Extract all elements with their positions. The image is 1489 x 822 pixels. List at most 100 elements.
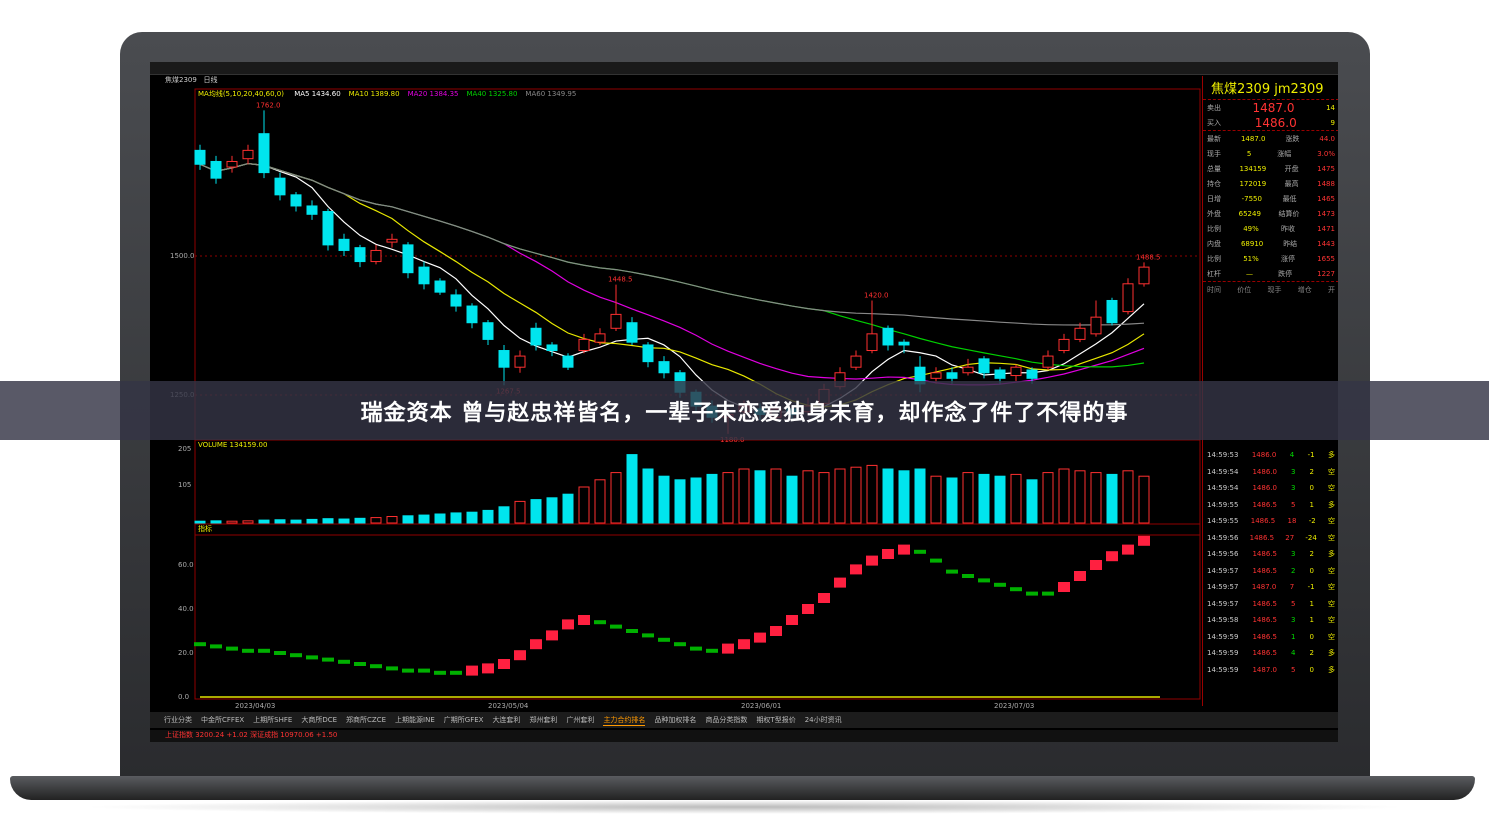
tick-cell: 2 bbox=[1309, 649, 1314, 658]
ma-legend-item: MA40 1325.80 bbox=[466, 90, 518, 98]
tick-cell: 5 bbox=[1290, 599, 1296, 608]
tick-cell: 14:59:56 bbox=[1207, 533, 1239, 542]
quote-row: 总量 134159 开盘 1475 bbox=[1203, 161, 1338, 176]
candle-body bbox=[242, 149, 254, 160]
candle bbox=[578, 333, 590, 354]
candle bbox=[354, 244, 366, 268]
tab-4[interactable]: 大商所DCE bbox=[301, 716, 338, 724]
quote-cell: 3.0% bbox=[1317, 149, 1335, 158]
tab-11[interactable]: 主力合约排名 bbox=[603, 715, 646, 726]
period-select[interactable]: 日线 bbox=[203, 76, 218, 84]
tick-row: 14:59:56 1486.5 27 -24 空 bbox=[1203, 530, 1338, 547]
indicator-mark bbox=[498, 659, 510, 669]
tick-cell: 1486.5 bbox=[1252, 550, 1277, 559]
candle-body bbox=[1138, 266, 1150, 285]
tab-13[interactable]: 商品分类指数 bbox=[705, 716, 748, 724]
tick-cell: 多 bbox=[1327, 550, 1335, 559]
tab-12[interactable]: 品种加权排名 bbox=[654, 716, 697, 724]
indicator-mark bbox=[770, 626, 782, 636]
tab-6[interactable]: 上期能源INE bbox=[395, 716, 435, 724]
candle-body bbox=[354, 247, 366, 263]
tab-8[interactable]: 大连套利 bbox=[492, 716, 521, 724]
tick-list[interactable]: 14:59:53 1486.0 4 -1 多 14:59:54 1486.0 3 2 空 14:59… bbox=[1203, 447, 1338, 678]
price-annotation: 1762.0 bbox=[256, 101, 281, 109]
volume-bar bbox=[882, 468, 894, 524]
candle-body bbox=[882, 327, 894, 346]
indicator-tick-label: 60.0 bbox=[178, 561, 194, 569]
candle-body bbox=[850, 355, 862, 368]
indicator-mark bbox=[642, 633, 654, 638]
price-annotation: 1488.5 bbox=[1136, 253, 1161, 261]
volume-bar bbox=[674, 479, 686, 524]
candle-body bbox=[274, 177, 286, 196]
status-bar: 上证指数 3200.24 +1.02 深证成指 10970.06 +1.50 bbox=[150, 730, 1338, 742]
candle bbox=[370, 244, 382, 265]
candle bbox=[882, 325, 894, 351]
volume-bar bbox=[562, 493, 574, 524]
buy-label: 买入 bbox=[1207, 118, 1221, 127]
toolbar[interactable] bbox=[150, 62, 1338, 75]
tick-cell: 7 bbox=[1289, 583, 1295, 592]
quote-row: 日增 -7550 最低 1465 bbox=[1203, 191, 1338, 206]
candle-body bbox=[498, 350, 510, 368]
candle-body bbox=[482, 322, 494, 340]
tick-header-cell: 价位 bbox=[1237, 285, 1252, 294]
tick-cell: 2 bbox=[1309, 467, 1314, 476]
candle bbox=[306, 200, 318, 220]
volume-bar bbox=[290, 519, 302, 524]
tick-row: 14:59:55 1486.5 5 1 多 bbox=[1203, 497, 1338, 514]
volume-bar bbox=[418, 514, 430, 524]
tick-cell: 1486.0 bbox=[1252, 484, 1277, 493]
volume-bar bbox=[994, 475, 1006, 524]
tab-10[interactable]: 广州套利 bbox=[566, 716, 595, 724]
tab-14[interactable]: 期权T型报价 bbox=[756, 716, 796, 724]
tab-15[interactable]: 24小时资讯 bbox=[804, 716, 842, 724]
candle bbox=[482, 319, 494, 345]
tab-1[interactable]: 行业分类 bbox=[164, 716, 192, 724]
sell-price: 1487.0 bbox=[1252, 100, 1295, 115]
tick-cell: 18 bbox=[1287, 517, 1297, 526]
quote-row: 最新 1487.0 涨跌 44.0 bbox=[1203, 131, 1338, 146]
tick-cell: 0 bbox=[1309, 632, 1314, 641]
tick-cell: 14:59:54 bbox=[1207, 467, 1239, 476]
quote-cell: 跌停 bbox=[1278, 269, 1293, 278]
laptop-base bbox=[10, 776, 1475, 800]
indicator-mark bbox=[450, 670, 462, 675]
tick-cell: 1486.5 bbox=[1252, 500, 1277, 509]
candle bbox=[226, 155, 238, 173]
tab-2[interactable]: 中金所CFFEX bbox=[201, 716, 245, 724]
candle-body bbox=[1042, 355, 1054, 368]
tick-cell: 14:59:59 bbox=[1207, 632, 1239, 641]
tick-cell: 1487.0 bbox=[1252, 665, 1277, 674]
volume-bar bbox=[594, 479, 606, 524]
quote-cell: 涨跌 bbox=[1285, 134, 1300, 143]
candle bbox=[1138, 262, 1150, 287]
volume-bar bbox=[242, 520, 254, 524]
candle-body bbox=[306, 205, 318, 215]
tick-cell: 1486.5 bbox=[1250, 517, 1276, 526]
ma-legend-item: MA5 1434.60 bbox=[294, 90, 341, 98]
indicator-mark bbox=[194, 642, 206, 647]
volume-bar bbox=[482, 509, 494, 524]
tab-5[interactable]: 郑商所CZCE bbox=[346, 716, 387, 724]
volume-bar bbox=[626, 454, 638, 524]
tab-3[interactable]: 上期所SHFE bbox=[253, 716, 293, 724]
quote-cell: 49% bbox=[1243, 224, 1259, 233]
tab-7[interactable]: 广期所GFEX bbox=[443, 716, 484, 724]
indicator-mark bbox=[1058, 582, 1070, 592]
candle bbox=[1106, 297, 1118, 326]
symbol-label[interactable]: 焦煤2309 bbox=[165, 76, 197, 84]
indicator-mark bbox=[610, 624, 622, 629]
tick-header-cell: 增仓 bbox=[1297, 285, 1312, 294]
tick-cell: 1487.0 bbox=[1251, 583, 1277, 592]
candle-body bbox=[642, 344, 654, 363]
ma-legend-item: MA20 1384.35 bbox=[407, 90, 459, 98]
tick-cell: 0 bbox=[1309, 566, 1314, 575]
laptop-shadow bbox=[80, 800, 1410, 814]
candle bbox=[626, 317, 638, 345]
sell-vol: 14 bbox=[1326, 103, 1335, 112]
tab-9[interactable]: 郑州套利 bbox=[529, 716, 558, 724]
tick-cell: 1486.0 bbox=[1252, 467, 1277, 476]
indicator-tick-label: 20.0 bbox=[178, 649, 194, 657]
candle-body bbox=[386, 238, 398, 243]
